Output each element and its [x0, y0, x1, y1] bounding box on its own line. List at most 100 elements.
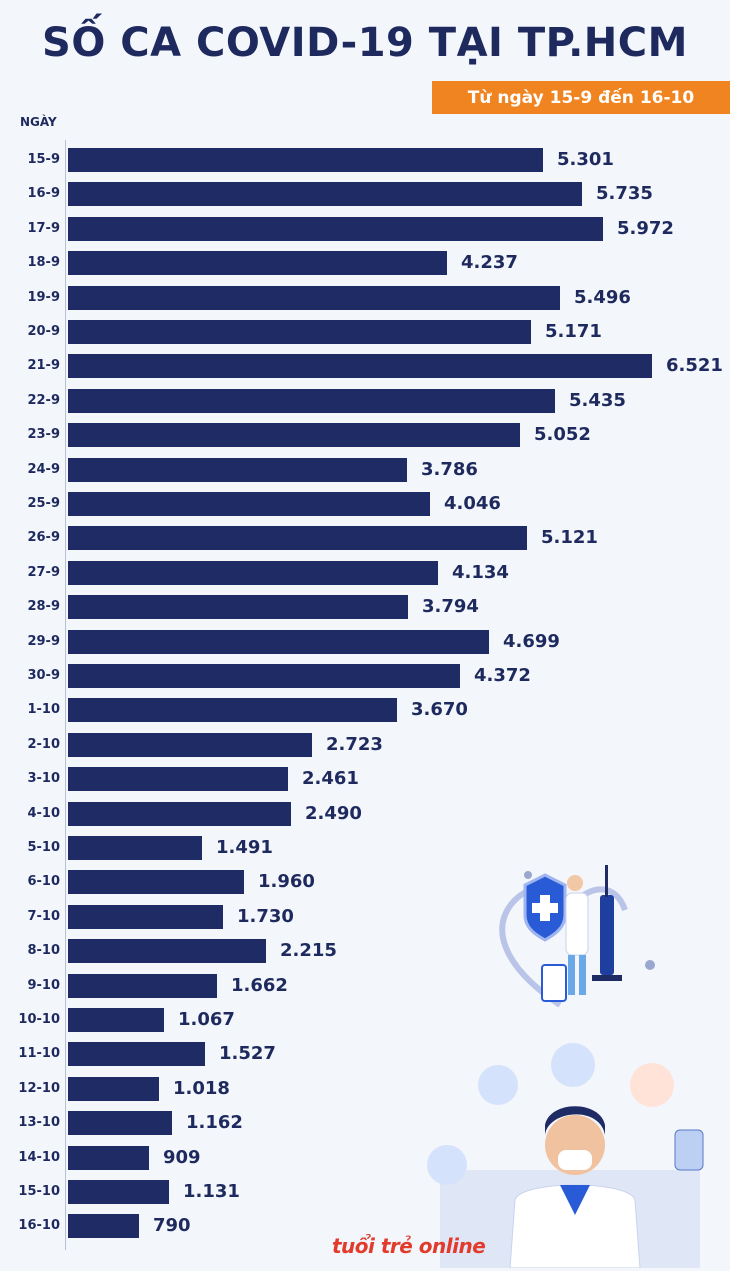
- category-label: 8-10: [27, 943, 60, 959]
- hands-icon: [630, 1063, 674, 1107]
- bar: [68, 595, 408, 620]
- bar: [68, 973, 217, 998]
- bar: [68, 320, 531, 344]
- bar: [68, 1076, 159, 1101]
- value-label: 2.461: [302, 768, 359, 790]
- value-label: 2.490: [305, 802, 362, 824]
- category-label: 27-9: [27, 564, 60, 580]
- bar: [68, 801, 291, 826]
- value-label: 1.662: [231, 974, 288, 996]
- value-label: 5.052: [534, 424, 591, 446]
- nurse-avatar-icon: [551, 1043, 595, 1087]
- category-label: 18-9: [27, 255, 60, 271]
- category-label: 19-9: [27, 289, 60, 305]
- medical-illustration-bottom: [427, 1043, 704, 1268]
- bar: [68, 629, 489, 654]
- bar: [68, 870, 244, 895]
- category-label: 5-10: [27, 840, 60, 855]
- bar: [68, 148, 543, 172]
- value-label: 3.786: [421, 458, 478, 480]
- category-label: 7-10: [27, 908, 60, 924]
- bar: [68, 457, 407, 482]
- value-label: 1.960: [258, 871, 315, 893]
- bar: [68, 216, 603, 241]
- bar: [68, 526, 527, 551]
- value-label: 1.491: [216, 837, 273, 858]
- category-label: 2-10: [27, 736, 60, 752]
- phone-icon: [674, 1129, 704, 1171]
- value-label: 3.794: [422, 596, 479, 618]
- bar: [68, 1042, 205, 1067]
- value-label: 5.171: [545, 321, 602, 342]
- category-label: 21-9: [27, 358, 60, 374]
- value-label: 5.301: [557, 149, 614, 170]
- category-label: 16-9: [27, 186, 60, 202]
- subtitle-text: Từ ngày 15-9 đến 16-10: [467, 87, 695, 108]
- value-label: 1.527: [219, 1043, 276, 1065]
- bar: [68, 1214, 139, 1239]
- chart-title: SỐ CA COVID-19 TẠI TP.HCM: [42, 20, 688, 66]
- bar: [68, 1008, 164, 1032]
- value-label: 1.067: [178, 1009, 235, 1030]
- subtitle-banner: Từ ngày 15-9 đến 16-10: [432, 81, 730, 114]
- bar: [68, 560, 438, 585]
- patients-icon: [478, 1065, 518, 1105]
- bar: [68, 664, 460, 688]
- brand-logo-text: tuổi trẻ online: [332, 1234, 486, 1258]
- category-label: 15-10: [18, 1184, 60, 1199]
- category-label: 26-9: [27, 530, 60, 546]
- axis-label-date: NGÀY: [20, 115, 57, 129]
- bar: [68, 251, 447, 276]
- value-label: 5.972: [617, 217, 674, 239]
- bar: [68, 698, 397, 723]
- bar: [68, 388, 555, 413]
- bar: [68, 836, 202, 860]
- value-label: 5.496: [574, 286, 631, 308]
- category-label: 29-9: [27, 633, 60, 649]
- virus-icon: [645, 960, 655, 970]
- category-label: 17-9: [27, 220, 60, 236]
- bar: [68, 1145, 149, 1170]
- bar: [68, 732, 312, 757]
- value-label: 1.131: [183, 1181, 240, 1202]
- category-label: 12-10: [18, 1080, 60, 1096]
- value-label: 4.237: [461, 252, 518, 274]
- medical-illustration-top: [499, 865, 655, 1008]
- value-label: 2.723: [326, 733, 383, 755]
- value-label: 5.435: [569, 389, 626, 411]
- value-label: 5.735: [596, 183, 653, 205]
- category-label: 23-9: [27, 427, 60, 443]
- category-label: 20-9: [27, 324, 60, 339]
- category-label: 13-10: [18, 1115, 60, 1131]
- category-label: 10-10: [18, 1012, 60, 1027]
- category-label: 1-10: [27, 702, 60, 718]
- bar: [68, 423, 520, 448]
- bar: [68, 285, 560, 310]
- bar: [68, 767, 288, 792]
- value-label: 4.134: [452, 561, 509, 583]
- nurse-body-icon: [565, 892, 589, 956]
- category-label: 6-10: [27, 874, 60, 890]
- family-icon: [427, 1145, 467, 1185]
- value-label: 1.018: [173, 1077, 230, 1099]
- category-label: 28-9: [27, 599, 60, 615]
- category-label: 16-10: [18, 1218, 60, 1234]
- bar: [68, 904, 223, 929]
- bar: [68, 1180, 169, 1204]
- value-label: 1.162: [186, 1112, 243, 1134]
- category-label: 24-9: [27, 461, 60, 477]
- vaccine-bottle-icon: [541, 964, 567, 1002]
- value-label: 4.372: [474, 665, 531, 686]
- category-label: 11-10: [18, 1046, 60, 1062]
- value-label: 909: [163, 1146, 201, 1168]
- value-label: 790: [153, 1215, 191, 1237]
- bar: [68, 1111, 172, 1136]
- brand-logo: tuổi trẻ online: [332, 1234, 486, 1258]
- bar: [68, 939, 266, 964]
- category-label: 15-9: [27, 152, 60, 167]
- value-label: 2.215: [280, 940, 337, 962]
- category-label: 25-9: [27, 496, 60, 511]
- face-mask-icon: [558, 1150, 592, 1170]
- category-label: 14-10: [18, 1149, 60, 1165]
- category-label: 4-10: [27, 805, 60, 821]
